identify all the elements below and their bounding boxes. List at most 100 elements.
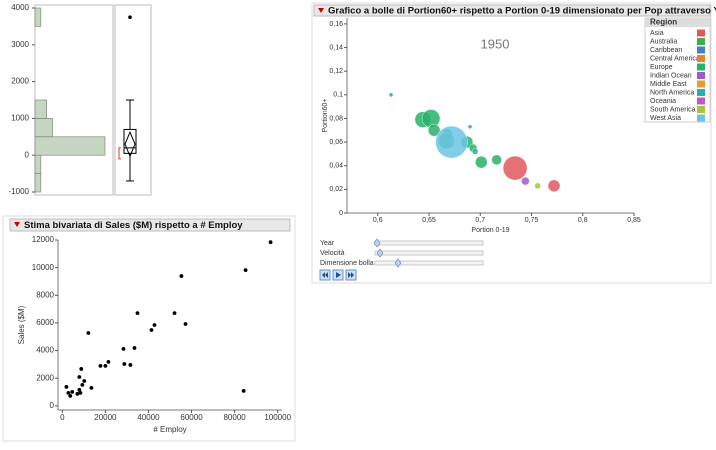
y-tick-label: -1000 [9, 187, 30, 196]
bubble [502, 155, 528, 181]
point [149, 328, 154, 332]
y-tick-label: 2000 [11, 77, 29, 86]
x-axis-label: Portion 0-19 [471, 227, 509, 234]
chart-title: Stima bivariata di Sales ($M) rispetto a… [24, 220, 243, 231]
bubble [435, 125, 468, 159]
bubble [388, 92, 394, 98]
point [128, 363, 133, 367]
y-tick-label: 1000 [11, 114, 29, 123]
point [241, 389, 246, 393]
point [70, 389, 75, 394]
legend-label: Europe [650, 64, 673, 71]
point [75, 391, 80, 396]
legend-label: Central America [650, 55, 700, 62]
slider-label: Dimensione bolla [320, 260, 374, 267]
legend-swatch [697, 72, 705, 79]
legend-swatch [697, 29, 705, 37]
point [78, 390, 83, 395]
y-tick-label: 0,02 [329, 186, 343, 193]
legend-swatch [697, 63, 705, 71]
point [64, 385, 69, 389]
histogram-bar [34, 173, 42, 193]
point [80, 382, 85, 387]
point [68, 394, 73, 398]
point [122, 362, 127, 366]
slider-track[interactable] [374, 240, 484, 246]
slider-track[interactable] [374, 260, 484, 266]
year-label: 1950 [481, 36, 510, 51]
point [243, 268, 248, 273]
x-tick-label: 100000 [264, 413, 291, 422]
histogram-bar [34, 99, 47, 119]
legend-label: South America [650, 106, 696, 113]
y-tick-label: 0,12 [329, 68, 343, 75]
menu-icon[interactable] [318, 8, 324, 13]
legend-label: Caribbean [650, 47, 682, 54]
histogram-bar [34, 7, 42, 27]
x-tick-label: 20000 [94, 413, 117, 422]
point [152, 323, 157, 327]
legend-swatch [697, 114, 705, 122]
legend-title: Region [650, 18, 677, 27]
bubble [421, 109, 441, 128]
y-tick-label: 0,08 [329, 115, 343, 122]
x-tick-label: 40000 [137, 413, 160, 422]
point [98, 364, 103, 368]
play-controls [319, 269, 357, 281]
legend-swatch [697, 106, 705, 113]
y-tick-label: 6000 [36, 318, 54, 327]
point [183, 322, 188, 326]
histogram-bar [34, 118, 53, 138]
bubble [534, 182, 541, 190]
point [82, 379, 87, 383]
y-tick-label: 0,06 [329, 139, 343, 146]
point [79, 367, 84, 371]
legend-label: Oceania [650, 98, 676, 105]
legend-swatch [697, 80, 705, 88]
x-tick-label: 0,8 [578, 217, 588, 224]
point [86, 331, 91, 335]
x-tick-label: 0,65 [422, 217, 436, 224]
legend-label: Asia [650, 30, 664, 37]
shortest-half [118, 147, 121, 160]
legend-swatch [697, 55, 705, 62]
x-tick-label: 0 [60, 413, 65, 422]
title-bar [313, 4, 711, 17]
legend-label: North America [650, 89, 694, 96]
bubble [471, 148, 479, 155]
y-tick-label: 8000 [36, 290, 54, 299]
point [77, 387, 82, 392]
histogram-frame [34, 4, 114, 196]
y-tick-label: 3000 [11, 40, 29, 49]
y-axis-label: Portion60+ [322, 98, 329, 132]
bubble [475, 155, 488, 169]
y-tick-label: 0,04 [329, 163, 343, 170]
bubble [467, 124, 473, 129]
slider-thumb[interactable] [394, 258, 402, 268]
y-tick-label: 12000 [32, 235, 55, 244]
mean-diamond [124, 130, 136, 158]
bubble [521, 176, 530, 186]
point [172, 311, 177, 316]
point [77, 375, 82, 379]
slider-thumb[interactable] [376, 248, 384, 258]
slider-label: Year [320, 240, 335, 247]
y-tick-label: 0 [25, 150, 30, 159]
legend-swatch [697, 46, 705, 54]
x-tick-label: 0,75 [525, 217, 539, 224]
bubble [427, 124, 441, 137]
y-tick-label: 0 [50, 401, 55, 410]
y-tick-label: 4000 [11, 3, 29, 12]
slider-thumb[interactable] [373, 238, 381, 248]
point [268, 240, 273, 245]
legend-swatch [697, 97, 705, 105]
point [132, 346, 137, 350]
slider-track[interactable] [374, 250, 484, 256]
y-tick-label: 10000 [32, 263, 55, 272]
menu-icon[interactable] [14, 222, 20, 227]
slider-label: Velocità [320, 250, 345, 257]
x-tick-label: 0,6 [373, 217, 383, 224]
x-axis-label: # Employ [153, 425, 186, 434]
histogram-bar [34, 154, 42, 174]
y-tick-label: 0,14 [329, 44, 343, 51]
